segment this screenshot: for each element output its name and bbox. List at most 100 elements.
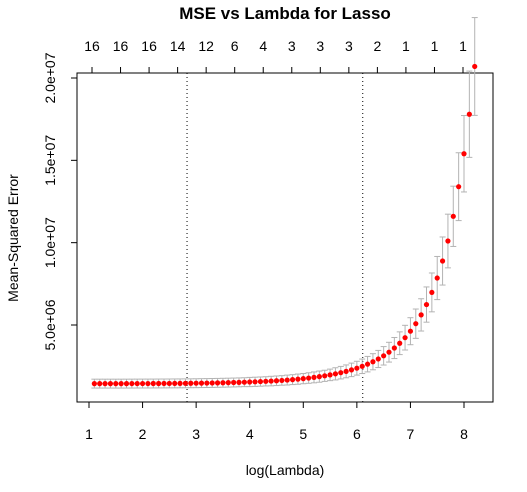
top-axis-label: 14 [170,38,186,54]
top-axis-label: 3 [345,38,353,54]
data-point [263,378,269,384]
data-point [284,377,290,383]
data-point [188,380,194,386]
data-point [289,377,296,383]
data-point [375,356,381,362]
top-axis-label: 6 [231,38,239,54]
x-tick-label: 2 [139,426,147,442]
top-axis-label: 1 [402,38,410,54]
top-axis-label: 16 [141,38,157,54]
data-point [450,213,456,219]
data-point [413,321,419,327]
data-point [279,377,285,384]
x-axis-label: log(Lambda) [246,462,325,478]
y-axis-label: Mean-Squared Error [5,174,21,302]
data-point [386,349,392,355]
top-axis: 16 16 16 14 12 6 4 3 3 3 2 1 1 1 [84,38,467,73]
y-tick-label: 1.5e+07 [42,135,58,186]
data-point [134,380,140,387]
data-point [145,380,151,387]
data-point [359,363,365,369]
x-tick-label: 8 [460,426,468,442]
x-tick-label: 4 [246,426,254,442]
top-axis-label: 4 [259,38,267,54]
data-point [327,372,333,378]
data-point [161,380,167,387]
data-point [247,379,253,385]
data-point [209,380,215,386]
data-point [129,380,135,387]
x-tick-label: 5 [299,426,307,442]
top-axis-label: 2 [373,38,381,54]
data-point [236,379,242,385]
data-point [273,378,280,384]
data-point [268,378,274,384]
data-point [102,381,108,387]
data-point [322,373,328,379]
data-point [156,380,162,387]
data-point [354,365,360,371]
data-point [472,63,478,70]
y-tick-label: 5.0e+06 [42,299,58,350]
chart-title: MSE vs Lambda for Lasso [179,4,391,23]
data-point [214,380,221,386]
data-point [429,289,435,296]
data-point [402,335,408,341]
data-point [193,380,199,386]
data-point [418,312,424,318]
data-point [364,361,371,367]
data-point [113,381,119,387]
data-point [241,379,247,385]
y-axis: 5.0e+06 1.0e+07 1.5e+07 2.0e+07 [42,52,77,351]
data-point [123,381,130,387]
y-tick-label: 2.0e+07 [42,52,58,103]
top-axis-label: 3 [288,38,296,54]
top-axis-label: 16 [113,38,129,54]
x-tick-label: 6 [353,426,361,442]
data-point [118,381,124,387]
data-point [445,238,451,244]
data-point [139,380,146,387]
data-point [91,381,97,387]
data-point [461,151,467,157]
data-point [348,367,355,373]
top-axis-label: 16 [84,38,100,54]
top-axis-label: 1 [431,38,439,54]
x-tick-label: 7 [407,426,415,442]
top-axis-label: 1 [459,38,467,54]
data-point [332,371,339,377]
data-point [300,376,306,382]
data-point [343,368,349,374]
data-point [370,359,376,365]
data-point [107,381,114,387]
data-point [338,370,344,376]
data-point [391,345,397,351]
data-point [252,379,258,385]
top-axis-label: 3 [316,38,324,54]
plot-frame [76,72,494,403]
x-axis: 1 2 3 4 5 6 7 8 [85,402,468,442]
data-point [439,258,446,264]
x-tick-label: 1 [85,426,93,442]
data-point [198,380,205,386]
data-point [150,380,156,387]
data-point [182,380,189,386]
data-point [381,353,387,359]
data-point [257,378,264,385]
data-point [225,380,231,386]
reference-lines [186,73,364,402]
data-point [97,381,103,387]
data-point [231,379,237,386]
top-axis-label: 12 [198,38,214,54]
data-point [423,301,430,308]
data-point [397,340,403,346]
x-tick-label: 3 [192,426,200,442]
data-point [407,328,414,334]
data-points [91,63,478,387]
data-point [466,111,472,117]
data-point [166,380,172,387]
data-point [434,275,440,281]
data-point [177,380,183,386]
data-point [295,376,301,382]
